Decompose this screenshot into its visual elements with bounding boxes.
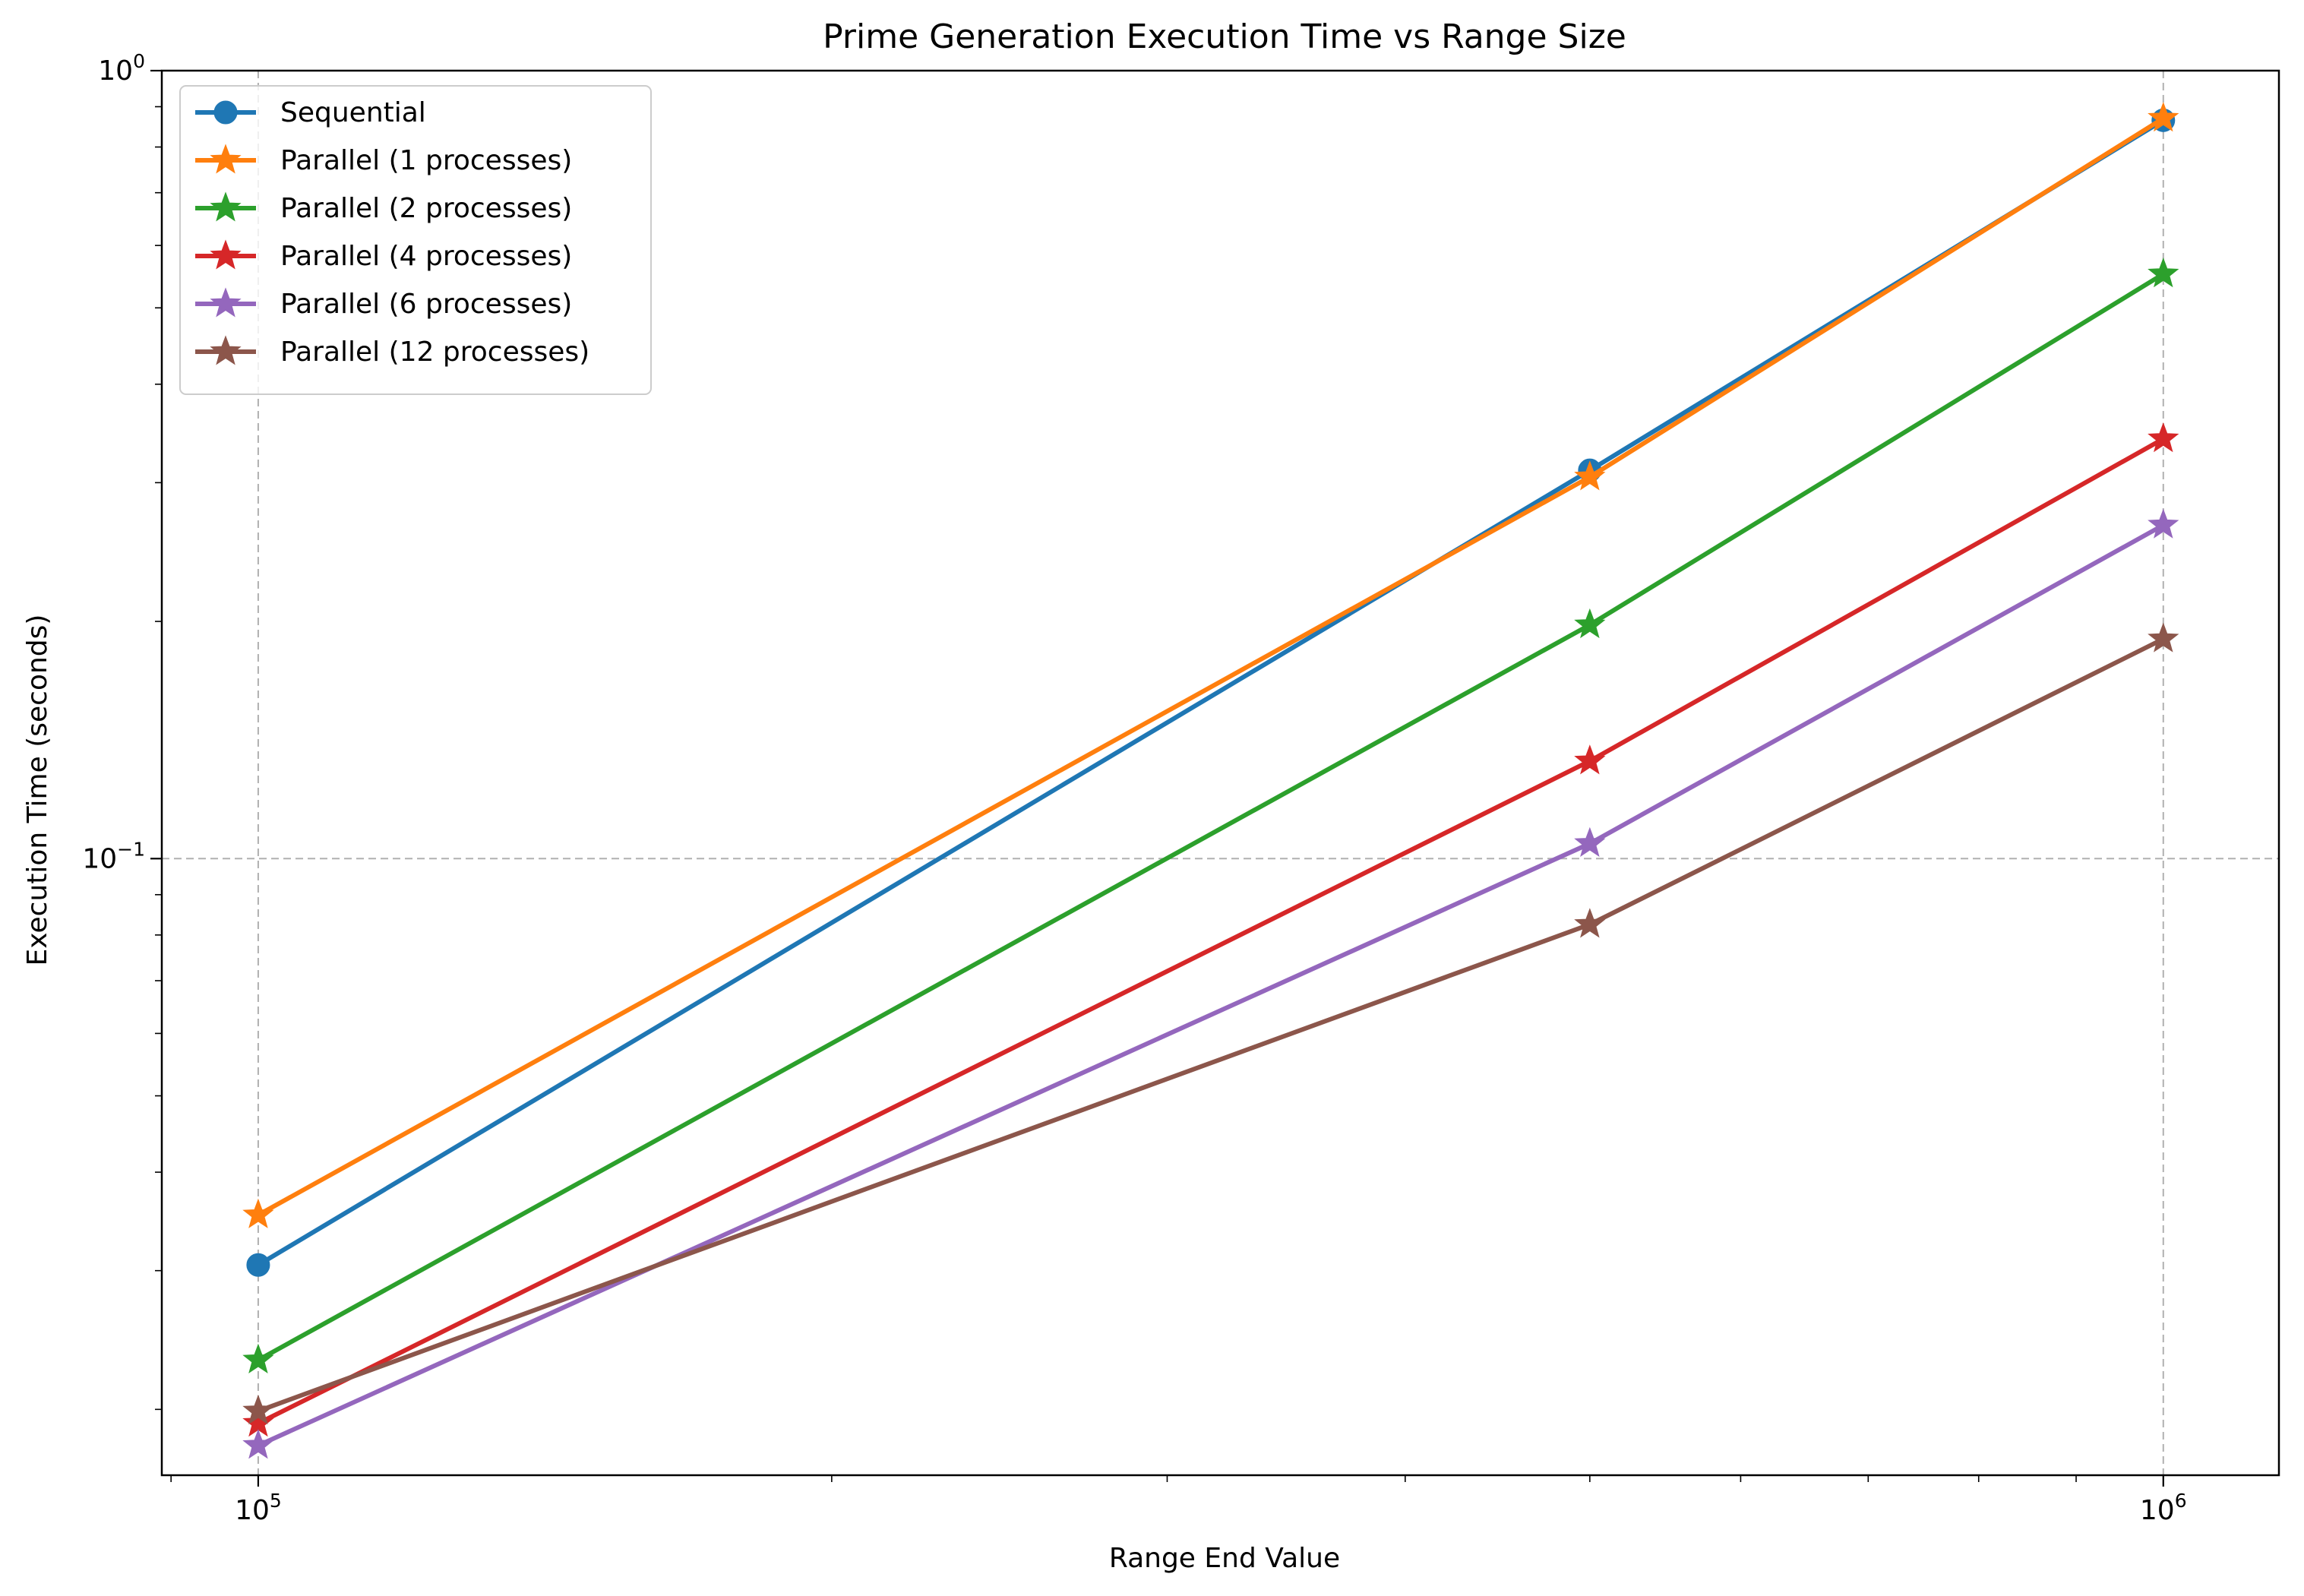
- series-group: [242, 622, 2179, 1425]
- legend-marker: [210, 144, 242, 174]
- y-axis-label: Execution Time (seconds): [22, 615, 53, 966]
- series-line: [255, 636, 2167, 1414]
- data-point: [2148, 102, 2179, 132]
- y-tick-label: 10−1: [82, 838, 145, 874]
- legend-marker: [210, 191, 242, 222]
- data-point: [242, 1343, 274, 1373]
- data-point: [2148, 622, 2179, 653]
- series-group: [242, 508, 2179, 1459]
- legend-marker: [210, 335, 242, 365]
- data-point: [2148, 258, 2179, 288]
- series-group: [242, 422, 2179, 1437]
- x-tick-label: 105: [235, 1490, 282, 1526]
- axes-layer: 105 106 10−1 100: [82, 50, 2280, 1526]
- legend: Sequential Parallel (1 processes) Parallel…: [179, 85, 652, 395]
- plot-frame: [160, 69, 2280, 1477]
- chart-title: Prime Generation Execution Time vs Range…: [823, 17, 1626, 56]
- legend-item: Parallel (2 processes): [195, 191, 572, 224]
- legend-item: Parallel (12 processes): [195, 335, 589, 368]
- data-point: [242, 1394, 274, 1425]
- legend-label: Parallel (12 processes): [280, 337, 589, 368]
- data-point: [1574, 908, 1606, 938]
- legend-item: Parallel (1 processes): [195, 144, 572, 176]
- series-group: [242, 102, 2179, 1228]
- x-axis-label: Range End Value: [1109, 1543, 1340, 1574]
- data-point: [1574, 744, 1606, 775]
- series-layer: [242, 102, 2179, 1459]
- data-point: [1574, 608, 1606, 639]
- legend-item: Parallel (4 processes): [195, 239, 572, 272]
- data-point: [2148, 422, 2179, 453]
- legend-item: Parallel (6 processes): [195, 287, 572, 320]
- legend-marker: [210, 287, 242, 318]
- legend-label: Parallel (4 processes): [280, 241, 572, 272]
- series-group: [242, 258, 2179, 1373]
- data-point: [2148, 508, 2179, 539]
- legend-label: Parallel (6 processes): [280, 289, 572, 320]
- x-tick-label: 106: [2140, 1490, 2187, 1526]
- legend-marker: [213, 100, 238, 125]
- legend-label: Sequential: [280, 97, 426, 128]
- series-line: [254, 270, 2167, 1364]
- series-line: [254, 435, 2167, 1427]
- legend-item: Sequential: [195, 97, 426, 128]
- legend-label: Parallel (1 processes): [280, 145, 572, 176]
- y-tick-label: 100: [98, 50, 145, 87]
- data-point: [1574, 826, 1606, 858]
- legend-box: [179, 85, 652, 395]
- legend-label: Parallel (2 processes): [280, 193, 572, 224]
- data-point: [242, 1198, 274, 1228]
- legend-marker: [210, 239, 242, 270]
- data-point: [246, 1253, 270, 1277]
- data-point: [1574, 460, 1606, 491]
- data-point: [242, 1429, 274, 1459]
